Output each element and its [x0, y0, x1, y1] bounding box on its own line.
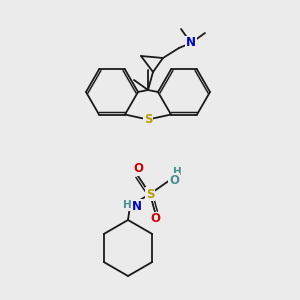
Text: S: S — [146, 188, 154, 200]
Text: S: S — [144, 113, 152, 126]
Text: N: N — [186, 37, 196, 50]
Text: O: O — [150, 212, 160, 226]
Text: N: N — [132, 200, 142, 212]
Text: H: H — [123, 200, 132, 210]
Text: O: O — [133, 163, 143, 176]
Text: O: O — [169, 173, 179, 187]
Text: H: H — [173, 167, 182, 177]
